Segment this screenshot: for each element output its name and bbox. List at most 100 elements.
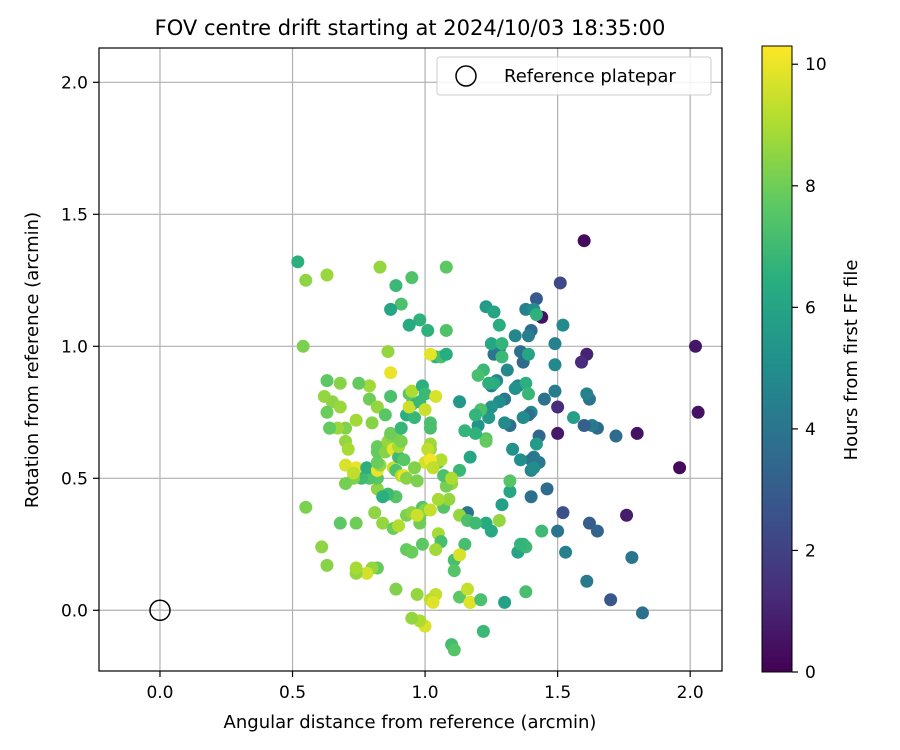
data-point <box>423 347 437 361</box>
data-point <box>405 545 419 559</box>
data-point <box>580 387 594 401</box>
data-point <box>352 376 366 390</box>
data-point <box>620 508 634 522</box>
data-point <box>434 453 448 467</box>
data-point <box>439 323 453 337</box>
data-point <box>426 461 440 475</box>
data-point <box>580 574 594 588</box>
data-point <box>577 234 591 248</box>
data-point <box>574 355 588 369</box>
data-point <box>397 453 411 467</box>
data-point <box>508 382 522 396</box>
data-point <box>413 313 427 327</box>
data-point <box>551 400 565 414</box>
data-point <box>463 450 477 464</box>
data-point <box>299 273 313 287</box>
data-point <box>442 492 456 506</box>
data-point <box>447 564 461 578</box>
data-point <box>503 474 517 488</box>
data-point <box>500 363 514 377</box>
data-point <box>548 337 562 351</box>
data-point <box>487 305 501 319</box>
y-axis-label: Rotation from reference (arcmin) <box>22 212 43 508</box>
data-point <box>548 358 562 372</box>
data-point <box>567 411 581 425</box>
data-point <box>429 389 443 403</box>
data-point <box>495 498 509 512</box>
data-point <box>407 411 421 425</box>
data-point <box>320 558 334 572</box>
data-point <box>349 561 363 575</box>
data-point <box>394 421 408 435</box>
data-point <box>688 339 702 353</box>
data-point <box>492 514 506 528</box>
data-point <box>453 395 467 409</box>
data-point <box>445 471 459 485</box>
data-point <box>516 411 530 425</box>
colorbar-ticks: 0 2 4 6 8 10 <box>792 55 827 683</box>
data-point <box>635 606 649 620</box>
data-point <box>691 405 705 419</box>
data-point <box>299 500 313 514</box>
data-point <box>407 461 421 475</box>
data-point <box>378 408 392 422</box>
data-point <box>376 490 390 504</box>
y-tick-label: 0.5 <box>61 469 88 489</box>
colorbar-gradient <box>761 45 793 673</box>
data-point <box>479 434 493 448</box>
data-point <box>418 387 432 401</box>
data-point <box>333 400 347 414</box>
data-point <box>540 482 554 496</box>
y-tick-label: 1.5 <box>61 205 88 225</box>
x-tick-label: 2.0 <box>677 683 704 703</box>
grid-lines <box>99 48 722 671</box>
data-point <box>484 400 498 414</box>
data-point <box>453 548 467 562</box>
data-point <box>370 455 384 469</box>
data-point <box>514 537 528 551</box>
data-point <box>394 297 408 311</box>
data-point <box>492 318 506 332</box>
data-point <box>453 463 467 477</box>
data-point <box>673 461 687 475</box>
data-point <box>471 368 485 382</box>
data-point <box>381 345 395 359</box>
data-point <box>405 271 419 285</box>
data-point <box>320 374 334 388</box>
data-point <box>468 516 482 530</box>
data-point <box>376 516 390 530</box>
data-point <box>503 484 517 498</box>
data-point <box>458 424 472 438</box>
scatter-points <box>291 234 705 657</box>
data-point <box>521 347 535 361</box>
data-point <box>389 582 403 596</box>
data-point <box>384 302 398 316</box>
data-point <box>479 516 493 530</box>
colorbar-tick-label: 2 <box>805 541 816 561</box>
data-point <box>421 442 435 456</box>
data-point <box>548 384 562 398</box>
data-point <box>402 318 416 332</box>
colorbar-tick-label: 6 <box>805 298 816 318</box>
data-point <box>458 537 472 551</box>
data-point <box>524 490 538 504</box>
y-tick-label: 1.0 <box>61 337 88 357</box>
colorbar-tick-label: 10 <box>805 55 827 75</box>
data-point <box>347 466 361 480</box>
data-point <box>484 337 498 351</box>
reference-platepar-point <box>149 599 171 622</box>
data-point <box>339 458 353 472</box>
x-tick-label: 0.5 <box>279 683 306 703</box>
reference-marker <box>149 599 171 622</box>
data-point <box>333 376 347 390</box>
data-point <box>519 376 533 390</box>
data-point <box>498 416 512 430</box>
data-point <box>482 376 496 390</box>
data-point <box>495 350 509 364</box>
data-point <box>360 461 374 475</box>
data-point <box>463 595 477 609</box>
data-point <box>506 442 520 456</box>
x-axis-label: Angular distance from reference (arcmin) <box>224 712 597 733</box>
data-point <box>474 593 488 607</box>
